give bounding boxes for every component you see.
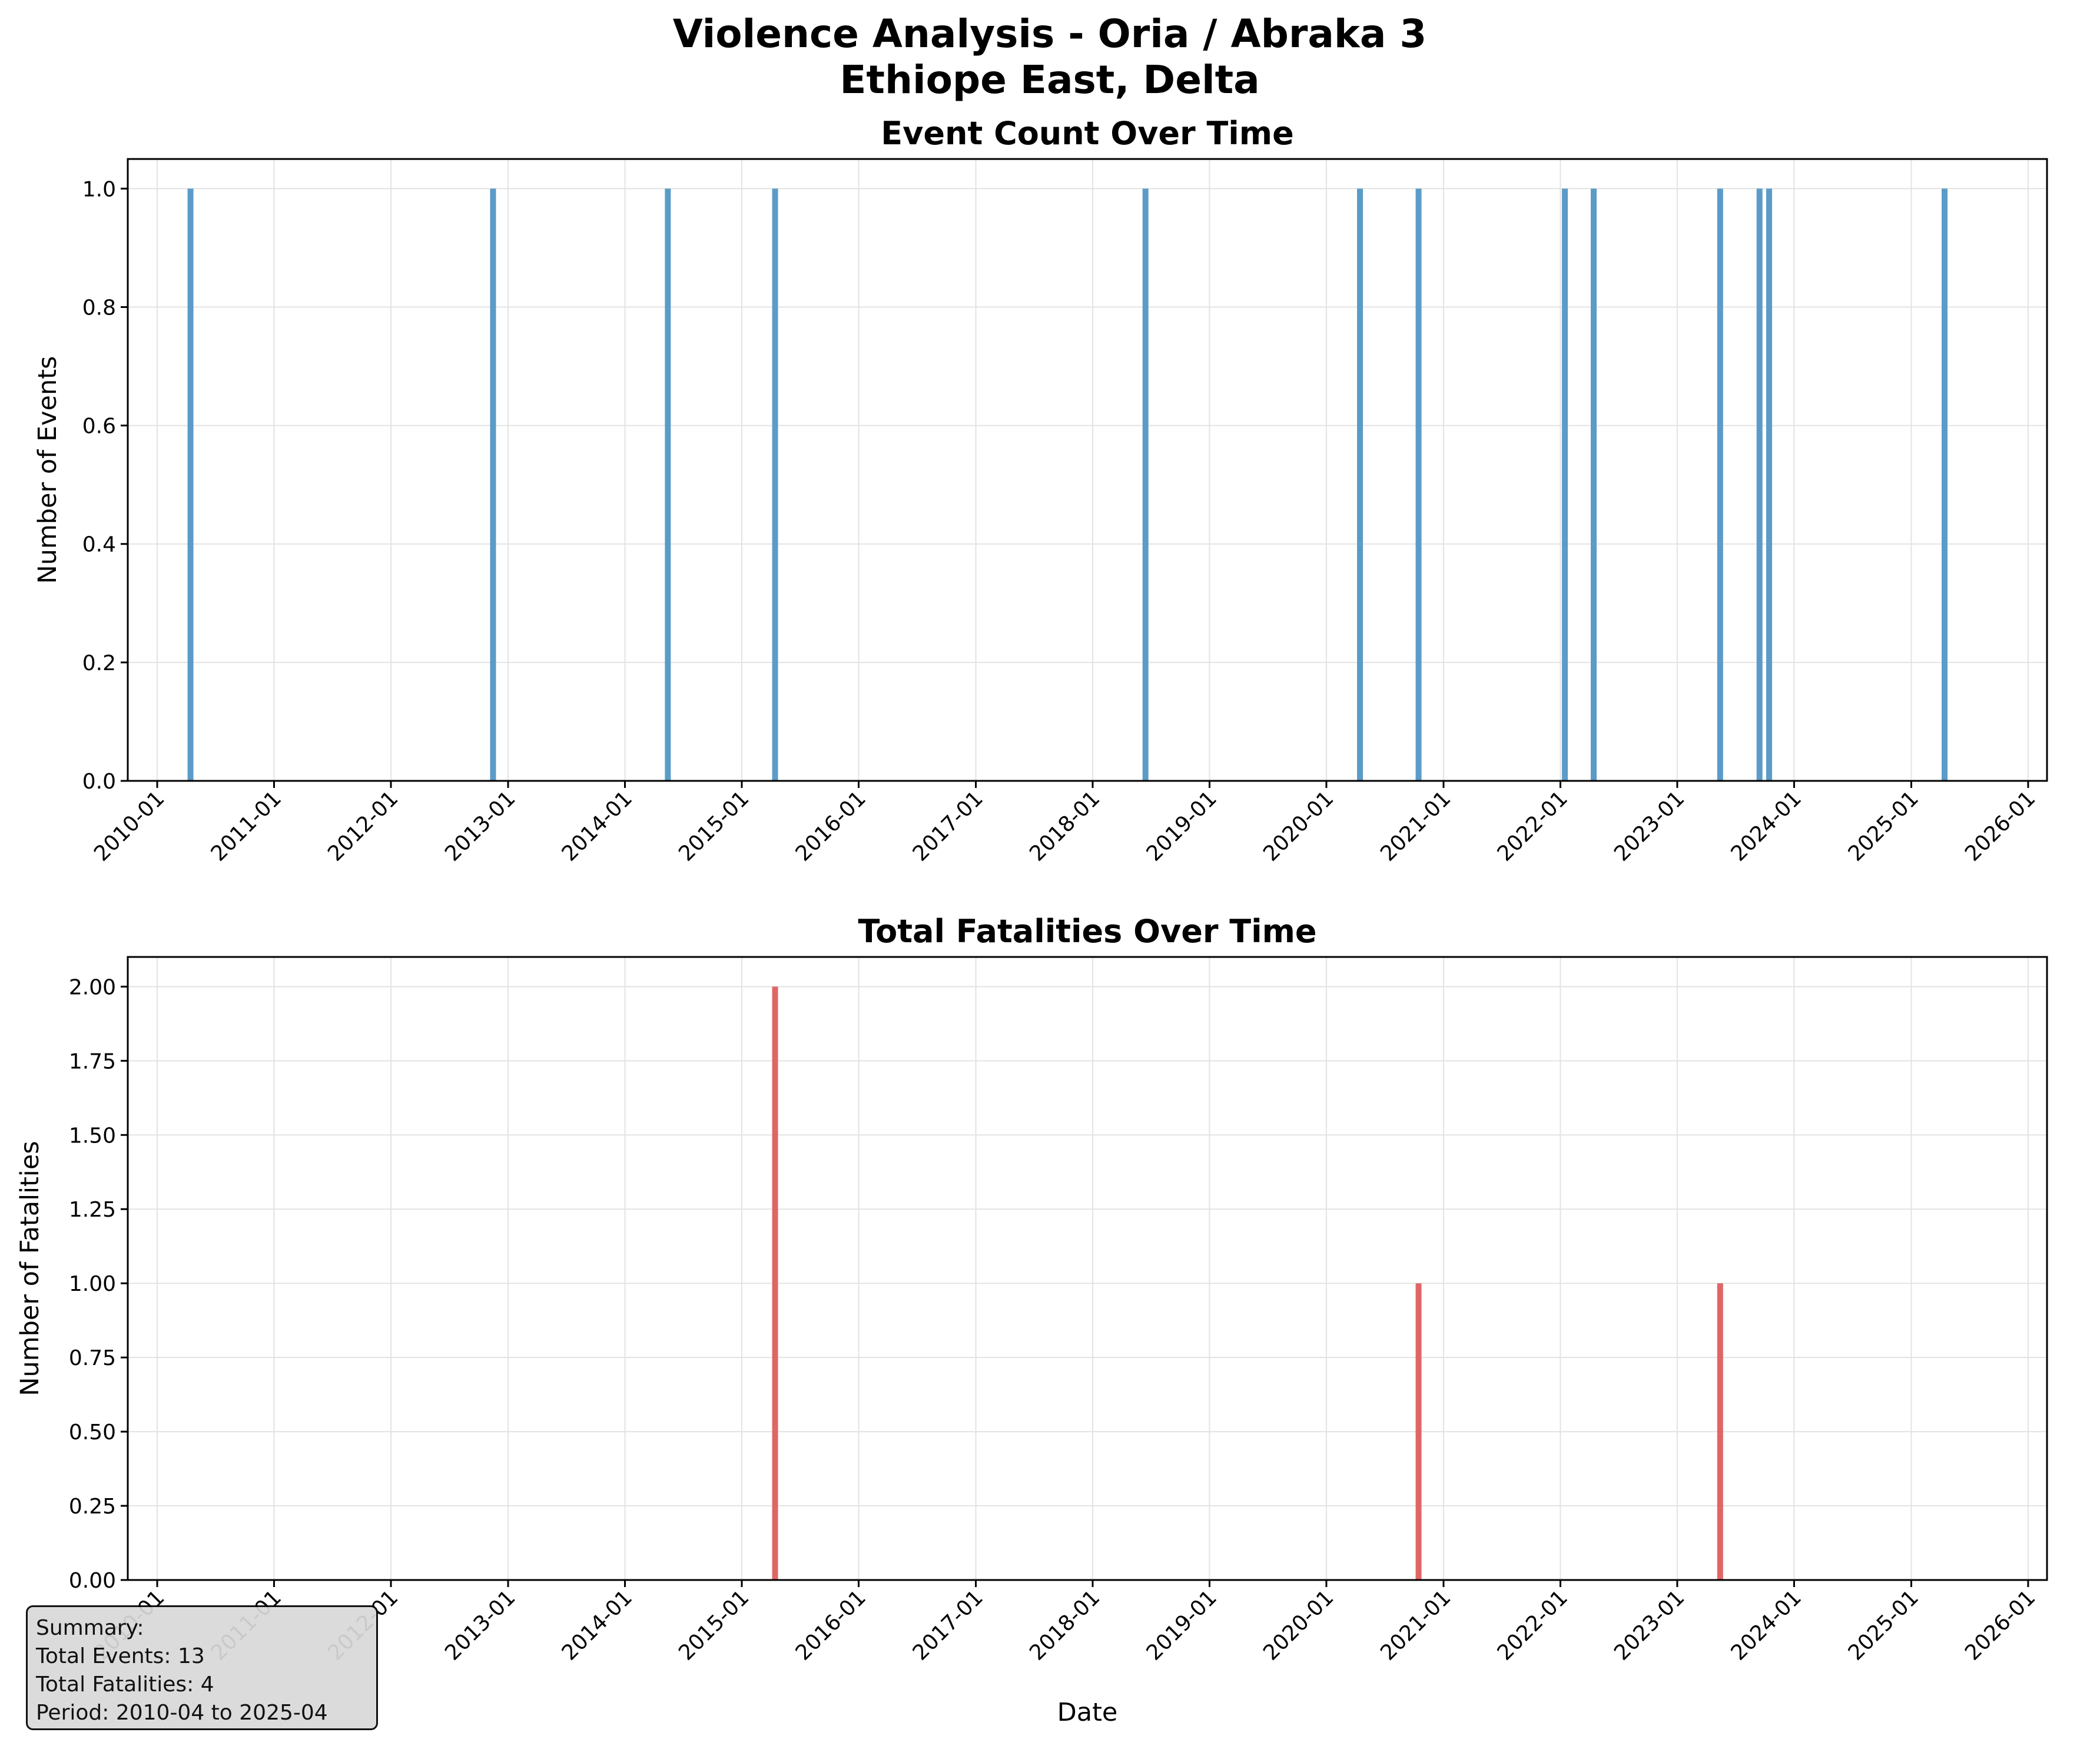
bar	[665, 188, 671, 781]
axes-frame	[127, 956, 2048, 1581]
y-tick-label: 0.50	[69, 1420, 116, 1445]
bar	[1142, 188, 1149, 781]
figure-title-line-2: Ethiope East, Delta	[840, 57, 1259, 102]
bar	[1590, 188, 1597, 781]
y-tick-label: 0.0	[82, 770, 116, 794]
x-tick-label: 2025-01	[1844, 786, 1923, 866]
bar	[1415, 1283, 1422, 1580]
bar	[1756, 188, 1763, 781]
chart-title: Total Fatalities Over Time	[858, 913, 1316, 950]
event-count-chart: 0.0 0.2 0.4 0.6 0.8 1.0 2010-01 2011-01 2012-01 2…	[33, 115, 2048, 866]
bar	[1415, 188, 1422, 781]
chart-title: Event Count Over Time	[881, 115, 1293, 152]
bar	[1562, 188, 1568, 781]
x-axis-label: Date	[1057, 1698, 1118, 1727]
y-tick-label: 0.75	[69, 1346, 116, 1370]
x-tick-label: 2018-01	[1025, 1585, 1104, 1665]
y-tick-label: 0.2	[82, 651, 116, 675]
x-tick-label: 2018-01	[1025, 786, 1104, 866]
x-tick-label: 2026-01	[1960, 1585, 2040, 1665]
y-tick-label: 0.4	[82, 533, 116, 557]
bar	[772, 986, 778, 1580]
y-tick-label: 0.25	[69, 1495, 116, 1519]
figure-title-line-1: Violence Analysis - Oria / Abraka 3	[673, 11, 1427, 57]
summary-total-events: Total Events: 13	[36, 1644, 205, 1668]
x-tick-label: 2019-01	[1142, 786, 1222, 866]
x-tick-label: 2019-01	[1142, 1585, 1222, 1665]
x-tick-label: 2023-01	[1610, 1585, 1689, 1665]
x-tick-label: 2014-01	[558, 786, 637, 866]
bar	[1717, 188, 1723, 781]
x-tick-label: 2022-01	[1493, 1585, 1572, 1665]
x-tick-label: 2023-01	[1610, 786, 1689, 866]
x-tick-label: 2024-01	[1727, 786, 1806, 866]
x-tick-label: 2013-01	[440, 1585, 520, 1665]
y-tick-label: 1.75	[69, 1049, 116, 1074]
x-tick-label: 2015-01	[674, 1585, 754, 1665]
y-tick-label: 2.00	[69, 975, 116, 999]
summary-box: Summary: Total Events: 13 Total Fataliti…	[26, 1605, 378, 1730]
axes-frame	[127, 158, 2048, 782]
y-tick-label: 1.25	[69, 1198, 116, 1222]
x-tick-label: 2020-01	[1259, 786, 1338, 866]
y-tick-label: 1.0	[82, 177, 116, 201]
x-tick-label: 2017-01	[908, 786, 988, 866]
x-tick-label: 2025-01	[1844, 1585, 1923, 1665]
summary-total-fatalities: Total Fatalities: 4	[36, 1672, 214, 1697]
y-tick-label: 0.8	[82, 296, 116, 320]
x-tick-label: 2010-01	[89, 786, 169, 866]
bar	[1941, 188, 1948, 781]
y-tick-label: 1.50	[69, 1124, 116, 1148]
x-tick-label: 2012-01	[323, 786, 403, 866]
x-tick-label: 2016-01	[791, 786, 871, 866]
x-tick-label: 2013-01	[440, 786, 520, 866]
x-tick-label: 2026-01	[1960, 786, 2040, 866]
y-tick-label: 0.6	[82, 415, 116, 439]
bar	[1357, 188, 1363, 781]
bar	[1717, 1283, 1723, 1580]
x-tick-label: 2016-01	[791, 1585, 871, 1665]
y-axis-label: Number of Events	[33, 356, 62, 584]
x-tick-label: 2021-01	[1376, 1585, 1455, 1665]
y-axis-label: Number of Fatalities	[15, 1141, 45, 1396]
bar	[772, 188, 778, 781]
x-tick-label: 2015-01	[674, 786, 754, 866]
bar	[490, 188, 496, 781]
y-tick-label: 0.00	[69, 1569, 116, 1593]
x-tick-label: 2017-01	[908, 1585, 988, 1665]
x-tick-label: 2014-01	[558, 1585, 637, 1665]
x-tick-label: 2011-01	[207, 786, 286, 866]
y-tick-label: 1.00	[69, 1272, 116, 1296]
summary-period: Period: 2010-04 to 2025-04	[36, 1701, 328, 1725]
x-tick-label: 2021-01	[1376, 786, 1455, 866]
bar	[1766, 188, 1772, 781]
bar	[187, 188, 194, 781]
x-tick-label: 2024-01	[1727, 1585, 1806, 1665]
summary-heading: Summary:	[36, 1616, 144, 1640]
x-tick-label: 2020-01	[1259, 1585, 1338, 1665]
x-tick-label: 2022-01	[1493, 786, 1572, 866]
